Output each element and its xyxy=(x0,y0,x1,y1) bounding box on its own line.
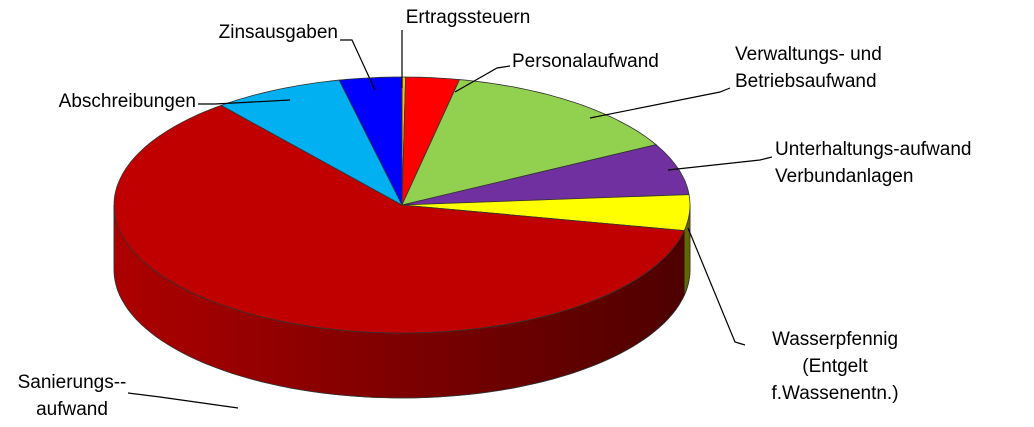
slice-label: Abschreibungen xyxy=(59,91,196,112)
slice-label: Verbundanlagen xyxy=(775,166,913,187)
slice-label: Zinsausgaben xyxy=(219,22,338,43)
slice-label: (Entgelt xyxy=(802,356,868,377)
slice-label: Sanierungs-- xyxy=(18,372,127,393)
slice xyxy=(220,79,403,206)
slice-label: Betriebsaufwand xyxy=(735,71,877,92)
leader-line xyxy=(687,227,746,346)
slice-label: f.Wassenentn.) xyxy=(771,383,898,404)
slice-label: Ertragssteuern xyxy=(406,7,531,28)
slice xyxy=(113,104,685,334)
slice-label: Unterhaltungs-aufwand xyxy=(775,139,971,160)
slice xyxy=(338,76,403,206)
slice-label: Verwaltungs- und xyxy=(735,44,882,65)
slice-label: Personalaufwand xyxy=(512,51,659,72)
slice xyxy=(401,79,657,206)
leader-line xyxy=(667,156,773,171)
leader-line xyxy=(127,392,239,409)
slice-label: Wasserpfennig xyxy=(772,329,898,350)
slice xyxy=(401,194,691,232)
slice-label: aufwand xyxy=(36,399,108,420)
leader-line xyxy=(454,65,511,93)
leader-line xyxy=(340,39,376,91)
leader-line xyxy=(198,99,291,105)
leader-line xyxy=(589,87,731,119)
